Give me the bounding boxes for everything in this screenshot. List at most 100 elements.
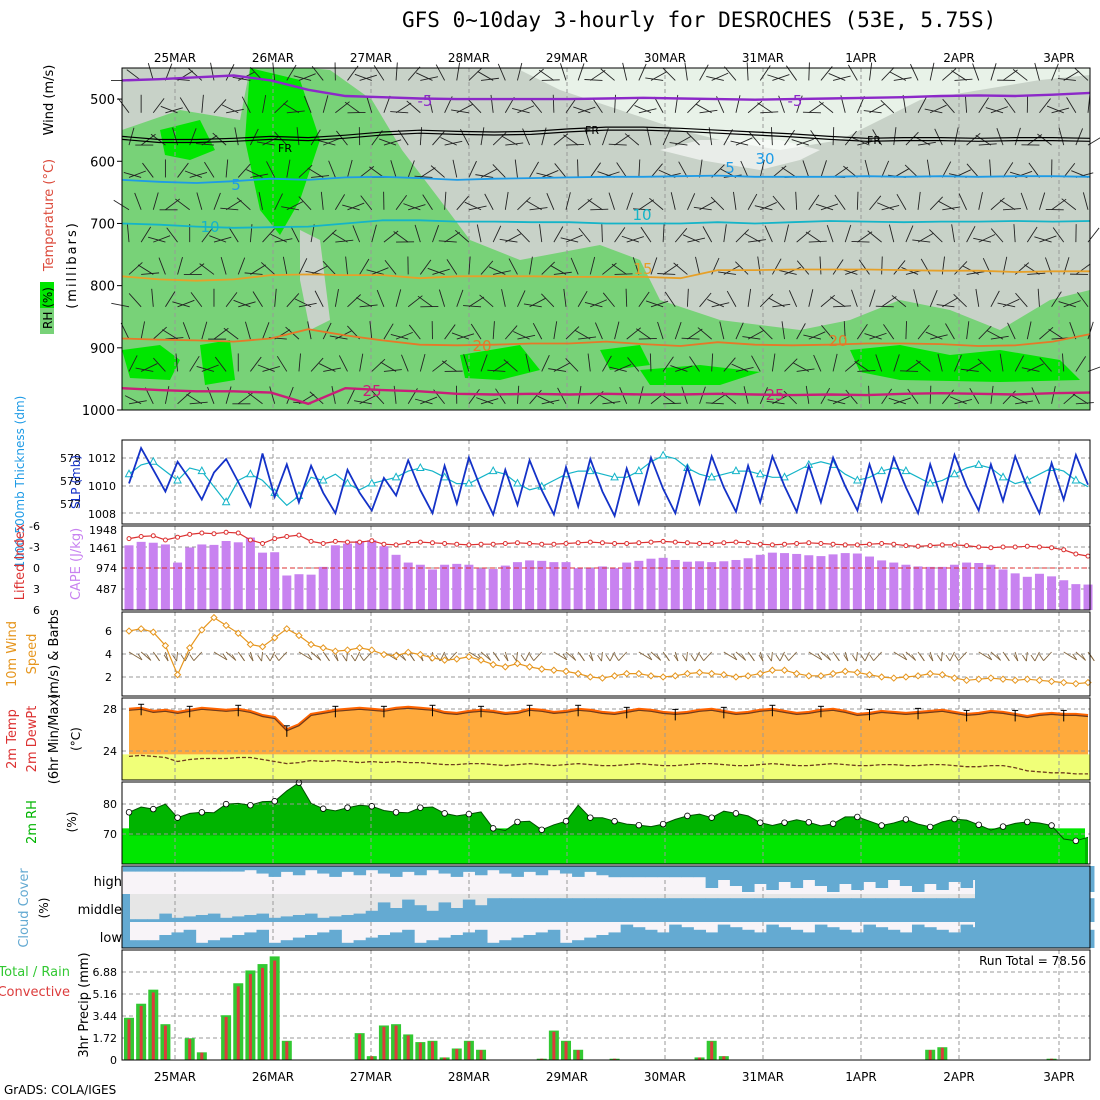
wind-barb xyxy=(517,105,535,114)
surface-wind-barb xyxy=(940,651,943,662)
wind-speed-point xyxy=(707,669,716,678)
wind-barb xyxy=(378,138,397,146)
date-label-top: 29MAR xyxy=(546,51,588,65)
thickness-point xyxy=(950,469,959,478)
ylabel-wind-10m: 10m Wind xyxy=(5,621,20,687)
cape-bar xyxy=(1083,584,1093,610)
rh-point xyxy=(757,819,764,826)
rh-point xyxy=(295,779,303,786)
wind-barb xyxy=(1028,162,1040,178)
wind-barb xyxy=(924,108,943,114)
wind-barb xyxy=(366,269,385,275)
cloud-high-bar xyxy=(620,866,634,878)
wind-barb xyxy=(262,228,275,243)
wind-barb xyxy=(232,76,251,81)
surface-wind-barb xyxy=(225,651,237,661)
wind-barb xyxy=(697,327,712,340)
date-label-top: 26MAR xyxy=(252,51,294,65)
wind-barb xyxy=(699,109,718,114)
wind-barb xyxy=(735,261,749,275)
cloud-middle-bar xyxy=(754,898,767,922)
lifted-index-point xyxy=(927,543,933,549)
cloud-low-bar xyxy=(377,935,391,948)
cloud-high-bar xyxy=(863,866,876,882)
wind-barb xyxy=(735,137,753,146)
wind-barb xyxy=(480,398,499,405)
wind-barb xyxy=(238,301,256,308)
wind-barb xyxy=(272,62,276,81)
thickness-point xyxy=(998,472,1008,481)
wind-speed-point xyxy=(161,641,170,650)
wind-barb xyxy=(781,167,797,178)
cape-bar xyxy=(925,566,935,610)
wind-barb xyxy=(359,353,364,372)
wind-barb xyxy=(560,63,567,81)
wind-barb xyxy=(525,353,531,372)
wind-barb xyxy=(1039,235,1057,243)
cloud-high-bar xyxy=(669,866,682,878)
cloud-high-bar xyxy=(426,866,439,871)
wind-barb xyxy=(851,289,858,307)
wind-barb xyxy=(451,109,469,114)
wind-barb xyxy=(719,321,725,340)
cloud-high-bar xyxy=(814,866,828,886)
wind-barb xyxy=(414,224,421,243)
wind-barb xyxy=(843,321,846,340)
wind-barb xyxy=(477,71,494,81)
wind-barb xyxy=(177,391,192,405)
wind-barb xyxy=(601,224,603,243)
cloud-high-bar xyxy=(681,866,694,878)
wind-barb xyxy=(475,174,494,178)
wind-barb xyxy=(565,326,580,340)
cloud-middle-bar xyxy=(511,898,524,922)
wind-barb xyxy=(600,68,615,81)
cloud-low-bar xyxy=(547,929,561,948)
wind-speed-point xyxy=(331,647,340,655)
wind-barb xyxy=(504,191,509,210)
wind-barb xyxy=(966,321,970,340)
lifted-index-point xyxy=(1061,547,1067,553)
wind-barb xyxy=(907,388,919,405)
wind-barb xyxy=(577,290,588,308)
wind-barb xyxy=(929,62,935,81)
lifted-index-point xyxy=(1073,551,1079,557)
wind-barb xyxy=(463,354,470,372)
cloud-middle-bar xyxy=(669,898,682,922)
wind-barb xyxy=(881,256,883,275)
cape-bar xyxy=(294,574,304,610)
cloud-low-bar xyxy=(232,935,245,948)
wind-barb xyxy=(440,137,457,146)
rh-point xyxy=(465,810,473,818)
wind-barb xyxy=(821,325,834,340)
wind-barb xyxy=(664,291,676,308)
wind-barb xyxy=(403,203,421,211)
wind-barb xyxy=(779,269,797,275)
pressure-tick-label: 700 xyxy=(90,217,115,232)
surface-wind-barb xyxy=(614,654,620,661)
wind-barb xyxy=(1066,97,1077,114)
wind-barb xyxy=(832,353,838,372)
wind-barb xyxy=(468,388,480,405)
wind-barb xyxy=(808,102,824,114)
cloud-low-bar xyxy=(305,935,318,948)
lifted-index-point xyxy=(478,541,484,547)
cape-bar xyxy=(573,568,583,610)
surface-wind-barb xyxy=(759,651,764,662)
wind-barb xyxy=(969,387,980,405)
wind-barb xyxy=(513,331,530,340)
cloud-middle-bar xyxy=(450,908,464,922)
wind-barb xyxy=(670,365,688,372)
cloud-middle-bar xyxy=(183,916,197,922)
wind-barb xyxy=(978,143,997,146)
wind-barb xyxy=(649,353,652,372)
wind-barb xyxy=(844,224,852,243)
surface-wind-barb xyxy=(779,651,785,662)
rh-point xyxy=(854,813,861,821)
date-label-bottom: 3APR xyxy=(1043,1070,1074,1084)
wind-barb xyxy=(334,194,346,211)
wind-barb xyxy=(1039,326,1054,340)
wind-barb xyxy=(1063,300,1081,308)
wind-barb xyxy=(784,266,802,275)
cloud-high-bar xyxy=(256,866,270,874)
cloud-middle-bar xyxy=(608,898,622,922)
